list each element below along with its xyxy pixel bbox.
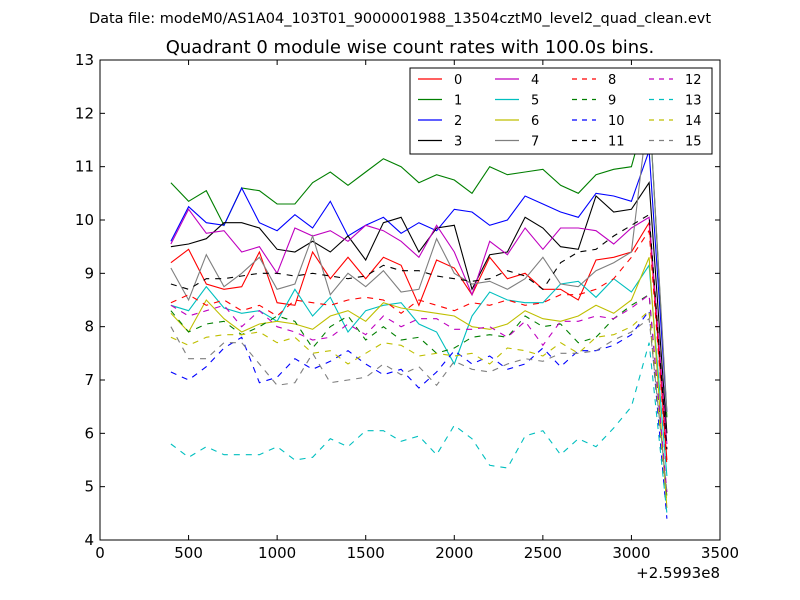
legend-label-4: 4 <box>531 73 539 88</box>
legend-label-12: 12 <box>685 73 702 88</box>
y-tick-label: 13 <box>75 51 94 69</box>
x-tick-label: 3500 <box>701 544 739 562</box>
y-tick-label: 12 <box>75 104 94 122</box>
x-tick-label: 3000 <box>612 544 650 562</box>
series-line-8 <box>170 229 668 466</box>
legend-label-7: 7 <box>531 135 539 150</box>
x-tick-label: 2500 <box>524 544 562 562</box>
plot-frame <box>99 59 721 541</box>
series-line-6 <box>170 257 668 509</box>
series-layer <box>170 102 668 519</box>
series-line-15 <box>170 317 668 493</box>
series-line-13 <box>170 342 668 514</box>
legend-label-5: 5 <box>531 94 539 109</box>
legend-label-2: 2 <box>454 114 462 129</box>
series-line-12 <box>170 293 668 493</box>
x-tick-label: 500 <box>174 544 203 562</box>
series-line-10 <box>170 309 668 519</box>
series-line-7 <box>170 102 668 413</box>
y-tick-label: 8 <box>84 318 94 336</box>
legend-box <box>409 67 713 155</box>
legend-label-3: 3 <box>454 135 462 150</box>
legend-label-11: 11 <box>608 135 625 150</box>
series-line-4 <box>170 208 668 445</box>
series-line-14 <box>170 309 668 503</box>
y-tick-label: 7 <box>84 371 94 389</box>
series-line-0 <box>170 220 668 461</box>
y-tick-label: 11 <box>75 158 94 176</box>
x-offset-label: +2.5993e8 <box>636 564 720 582</box>
axes: 0 500 1000 1500 2000 2500 3000 3500456789101112… <box>75 51 739 562</box>
chart-suptitle: Data file: modeM0/AS1A04_103T01_90000019… <box>89 11 711 27</box>
legend-label-0: 0 <box>454 73 462 88</box>
series-line-9 <box>170 293 668 498</box>
y-tick-label: 5 <box>84 478 94 496</box>
legend-label-14: 14 <box>685 114 702 129</box>
x-tick-label: 2000 <box>435 544 473 562</box>
x-tick-label: 1000 <box>258 544 296 562</box>
y-tick-label: 9 <box>84 264 94 282</box>
series-line-3 <box>170 181 668 434</box>
y-tick-label: 4 <box>84 531 94 549</box>
y-tick-label: 6 <box>84 424 94 442</box>
series-line-1 <box>170 102 668 418</box>
series-line-2 <box>170 150 668 413</box>
x-tick-label: 0 <box>95 544 105 562</box>
series-line-5 <box>170 263 668 477</box>
y-tick-label: 10 <box>75 211 94 229</box>
series-line-11 <box>170 213 668 450</box>
legend-label-9: 9 <box>608 94 616 109</box>
legend-label-10: 10 <box>608 114 625 129</box>
legend-label-1: 1 <box>454 94 462 109</box>
x-tick-label: 1500 <box>347 544 385 562</box>
chart-title: Quadrant 0 module wise count rates with … <box>166 37 655 58</box>
legend-label-15: 15 <box>685 135 702 150</box>
legend-label-13: 13 <box>685 94 702 109</box>
legend-label-8: 8 <box>608 73 616 88</box>
legend-label-6: 6 <box>531 114 539 129</box>
